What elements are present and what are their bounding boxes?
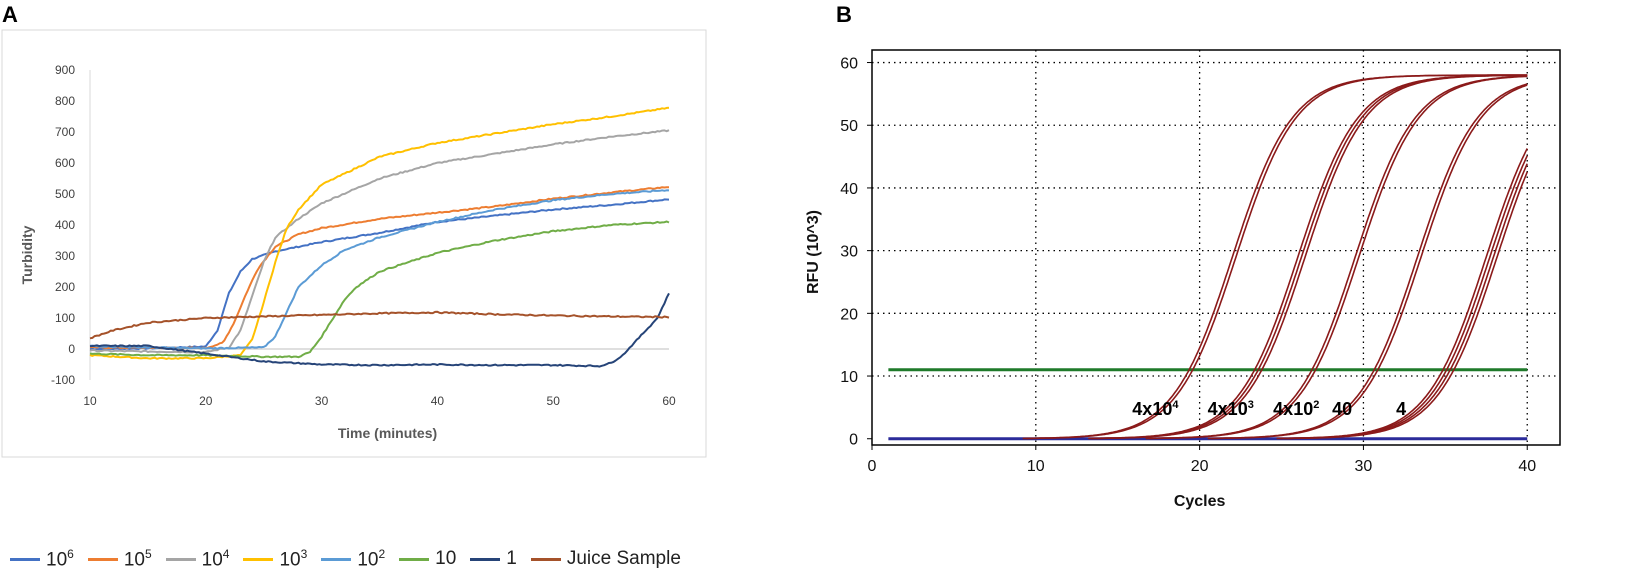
chart-a-x-tick-label: 60 [662,394,676,408]
chart-b-y-tick-label: 50 [840,118,858,135]
chart-b-y-tick-label: 40 [840,181,858,198]
legend-label: 105 [123,546,152,571]
chart-a-x-axis-title: Time (minutes) [338,425,437,441]
panel-b-label: B [836,2,852,27]
chart-a-y-tick-label: 600 [55,156,75,170]
chart-a-frame [1,29,707,458]
chart-a-series-line [89,106,670,360]
chart-b-amplification-curve [1148,75,1528,440]
chart-b-x-tick-label: 20 [1191,458,1209,475]
legend-swatch [321,557,352,561]
chart-a-y-tick-label: -100 [51,373,75,387]
chart-a-series-line [89,310,670,340]
chart-b-amplification-curve [1096,74,1528,440]
chart-a-y-tick-label: 0 [68,342,75,356]
chart-a-y-axis-title: Turbidity [19,225,35,284]
chart-b-amplification-curve [1211,84,1528,440]
chart-a-plot: -100 0 100 200 300 400 500 600 700 800 900 10 20 30 40… [19,63,676,441]
legend-item: 102 [321,547,385,571]
chart-a-series-line [89,189,670,350]
chart-b-plot: 0 10 20 30 40 50 60 0 10 20 30 40 Cycles RFU (10^3) 4x… [805,49,1561,510]
chart-b-y-tick-label: 60 [840,56,858,73]
chart-a-x-tick-label: 20 [199,394,213,408]
legend-swatch [399,557,430,561]
legend-item: 106 [10,547,74,571]
legend-swatch [87,557,118,561]
chart-b-annotation: 4 [1396,399,1406,419]
chart-b-y-axis-title: RFU (10^3) [805,210,822,294]
chart-b-frame [871,49,1561,446]
chart-a-legend: 106 105 104 103 102 10 1 Juice Sample [10,547,681,571]
chart-b-x-tick-label: 0 [868,458,877,475]
chart-b-y-tick-label: 20 [840,306,858,323]
chart-b-annotation: 40 [1332,399,1352,419]
chart-a-y-tick-label: 300 [55,249,75,263]
chart-b-amplification-curve [1026,74,1528,440]
chart-a-y-tick-label: 200 [55,280,75,294]
chart-b-x-tick-label: 30 [1355,458,1373,475]
legend-swatch [530,557,561,561]
chart-a-y-tick-label: 100 [55,311,75,325]
chart-b-y-tick-label: 10 [840,369,858,386]
legend-swatch [243,557,274,561]
chart-b-y-tick-label: 0 [849,432,858,449]
chart-a-x-tick-label: 50 [547,394,561,408]
legend-item: 105 [87,546,152,571]
legend-swatch [165,557,196,561]
chart-a-series-line [89,129,670,354]
legend-item: 103 [243,547,307,571]
chart-b-y-tick-label: 30 [840,244,858,261]
chart-b-x-axis-title: Cycles [1174,493,1226,510]
chart-a-x-tick-label: 30 [315,394,329,408]
legend-item: Juice Sample [530,548,681,570]
chart-a-x-tick-label: 40 [431,394,445,408]
legend-item: 1 [470,548,517,570]
chart-a-y-tick-label: 500 [55,187,75,201]
chart-a-y-tick-label: 900 [55,63,75,77]
panel-a-label: A [2,2,18,27]
chart-b-x-tick-label: 10 [1027,458,1045,475]
legend-label: 103 [279,546,308,571]
legend-label: Juice Sample [566,548,681,569]
legend-swatch [10,557,40,561]
chart-b-annotation: 4x104 [1132,399,1179,419]
chart-a-y-tick-label: 400 [55,218,75,232]
chart-a-y-tick-label: 700 [55,125,75,139]
chart-a-series-line [89,220,670,359]
legend-label: 10 [435,548,457,569]
legend-label: 102 [357,546,386,571]
chart-b-annotation: 4x102 [1273,399,1319,419]
legend-item: 104 [165,546,230,571]
legend-swatch [470,557,501,561]
legend-label: 104 [201,546,230,571]
legend-label: 106 [46,546,74,571]
chart-a-series-line [89,292,670,368]
legend-label: 1 [506,548,517,569]
chart-b-x-tick-label: 40 [1518,458,1536,475]
chart-b-amplification-curve [1288,171,1528,440]
legend-item: 10 [399,548,456,570]
chart-b-annotation: 4x103 [1208,399,1254,419]
chart-a-x-tick-label: 10 [83,394,97,408]
chart-a-y-tick-label: 800 [55,94,75,108]
